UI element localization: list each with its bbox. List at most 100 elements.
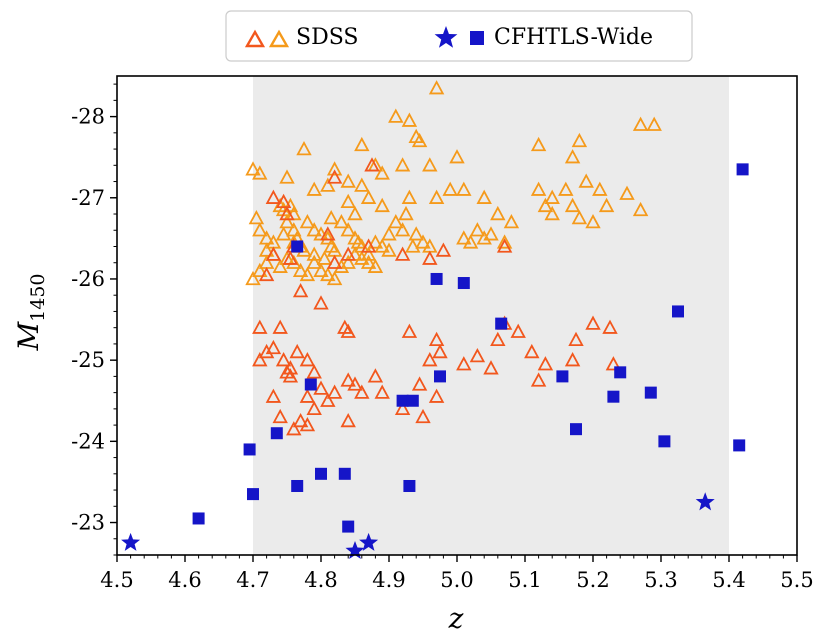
data-point-triangle <box>354 177 370 192</box>
data-point-square <box>342 520 355 533</box>
data-point-triangle <box>503 214 520 229</box>
data-point-triangle <box>381 226 397 241</box>
data-point-triangle <box>415 234 431 249</box>
data-point-triangle <box>326 161 343 176</box>
data-point-star <box>345 540 365 560</box>
data-point-triangle <box>483 226 499 241</box>
data-point-triangle <box>265 189 282 204</box>
data-point-triangle <box>602 319 618 334</box>
x-tick-label: 4.5 <box>100 568 133 592</box>
data-point-triangle <box>585 214 601 229</box>
data-point-triangle <box>299 388 316 403</box>
data-point-triangle <box>530 181 547 196</box>
legend: SDSS CFHTLS-Wide <box>225 10 693 62</box>
data-point-square <box>304 378 317 391</box>
data-point-triangle <box>469 347 486 363</box>
data-point-triangle <box>252 319 268 334</box>
data-point-triangle <box>564 149 581 164</box>
x-tick-label: 5.0 <box>440 568 473 592</box>
data-point-triangle <box>530 372 547 387</box>
data-point-triangle <box>340 173 356 188</box>
data-point-triangle <box>544 189 560 204</box>
data-point-triangle <box>354 136 370 152</box>
data-point-triangle <box>333 214 350 229</box>
data-point-triangle <box>367 234 384 249</box>
data-point-square <box>434 370 446 383</box>
legend-sdss-label: SDSS <box>296 25 358 50</box>
legend-cfhtls-square-icon <box>470 31 484 45</box>
data-point-triangle <box>476 230 492 245</box>
data-point-triangle <box>598 197 615 213</box>
y-tick-label: -23 <box>71 511 105 535</box>
data-point-square <box>291 240 304 253</box>
data-point-triangle <box>340 412 356 428</box>
data-point-triangle <box>449 149 465 164</box>
data-point-triangle <box>360 189 377 204</box>
data-point-triangle <box>282 197 299 213</box>
data-point-triangle <box>367 368 384 383</box>
data-point-triangle <box>619 185 635 200</box>
data-point-triangle <box>524 343 540 359</box>
data-point-triangle <box>394 246 411 261</box>
data-point-triangle <box>292 283 309 298</box>
data-point-triangle <box>272 319 288 334</box>
data-point-triangle <box>275 193 292 209</box>
data-point-triangle <box>306 222 322 237</box>
data-point-triangle <box>374 165 390 180</box>
data-point-triangle <box>286 254 302 269</box>
data-point-triangle <box>490 205 506 221</box>
data-point-triangle <box>422 352 438 367</box>
x-tick-label: 4.8 <box>304 568 337 592</box>
series-1 <box>252 157 622 436</box>
data-point-square <box>733 439 746 452</box>
data-point-triangle <box>388 108 404 123</box>
series-0 <box>245 80 662 286</box>
data-point-square <box>644 386 657 399</box>
data-point-triangle <box>326 270 343 286</box>
data-point-square <box>396 394 409 407</box>
data-point-triangle <box>282 250 299 265</box>
data-point-triangle <box>316 250 333 265</box>
data-point-triangle <box>265 388 282 403</box>
data-point-triangle <box>279 169 295 184</box>
data-point-triangle <box>422 250 438 265</box>
y-tick-label: -24 <box>71 429 105 453</box>
data-point-triangle <box>306 246 322 261</box>
data-point-triangle <box>340 372 356 387</box>
data-point-triangle <box>286 421 302 436</box>
data-point-square <box>495 317 508 330</box>
x-tick-label: 4.7 <box>236 568 269 592</box>
data-point-triangle <box>411 376 428 391</box>
data-point-triangle <box>537 356 554 371</box>
data-point-triangle <box>252 262 268 278</box>
legend-frame <box>225 10 693 62</box>
data-point-triangle <box>258 242 275 257</box>
y-tick-label: -28 <box>71 105 105 129</box>
data-point-triangle <box>320 230 336 245</box>
data-point-triangle <box>258 266 275 282</box>
data-point-triangle <box>292 262 309 278</box>
data-point-triangle <box>340 254 356 269</box>
data-point-triangle <box>490 331 506 347</box>
data-point-triangle <box>381 242 397 257</box>
data-point-square <box>430 272 443 285</box>
data-point-triangle <box>360 246 377 261</box>
data-point-triangle <box>374 238 390 253</box>
legend-cfhtls-label: CFHTLS-Wide <box>494 25 653 50</box>
data-point-triangle <box>265 339 282 355</box>
data-point-square <box>570 423 582 436</box>
x-tick-label: 5.3 <box>644 568 677 592</box>
data-point-triangle <box>282 360 299 375</box>
data-point-triangle <box>313 295 329 310</box>
data-point-triangle <box>360 254 377 269</box>
x-tick-label: 4.6 <box>168 568 201 592</box>
data-point-triangle <box>245 161 261 176</box>
data-point-triangle <box>394 222 411 237</box>
data-point-triangle <box>279 214 295 229</box>
legend-cfhtls-star-icon <box>434 26 458 48</box>
data-point-triangle <box>282 368 299 383</box>
data-point-triangle <box>394 157 411 172</box>
data-point-triangle <box>510 323 526 338</box>
data-point-triangle <box>428 388 445 403</box>
